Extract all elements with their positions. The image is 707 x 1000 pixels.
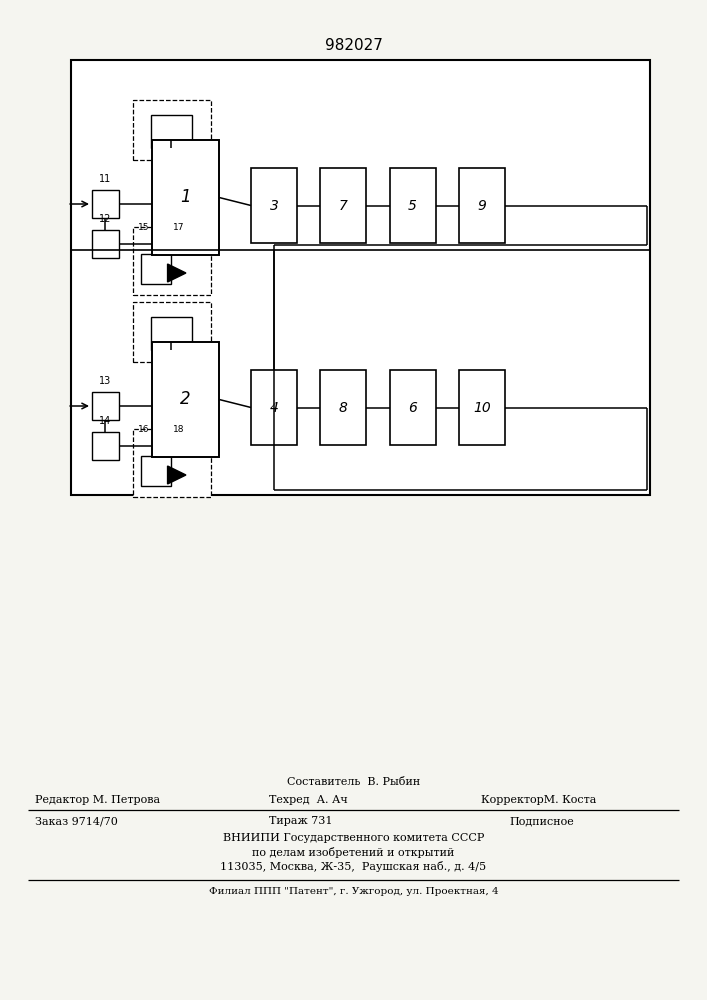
Text: 11: 11 [99, 174, 112, 184]
Text: 12: 12 [99, 214, 112, 224]
FancyBboxPatch shape [251, 370, 297, 445]
Text: по делам изобретений и открытий: по делам изобретений и открытий [252, 846, 455, 857]
FancyBboxPatch shape [320, 370, 366, 445]
Text: КорректорМ. Коста: КорректорМ. Коста [481, 795, 596, 805]
FancyBboxPatch shape [151, 317, 192, 350]
Text: Тираж 731: Тираж 731 [269, 816, 332, 826]
Polygon shape [168, 466, 186, 484]
FancyBboxPatch shape [141, 254, 171, 284]
FancyBboxPatch shape [133, 302, 211, 362]
FancyBboxPatch shape [459, 168, 505, 243]
FancyBboxPatch shape [152, 342, 219, 457]
Text: 7: 7 [339, 198, 348, 213]
Text: ВНИИПИ Государственного комитета СССР: ВНИИПИ Государственного комитета СССР [223, 833, 484, 843]
Text: Подписное: Подписное [509, 816, 574, 826]
FancyBboxPatch shape [92, 190, 119, 218]
FancyBboxPatch shape [390, 370, 436, 445]
FancyBboxPatch shape [92, 392, 119, 420]
Text: 10: 10 [473, 400, 491, 414]
Text: Составитель  В. Рыбин: Составитель В. Рыбин [287, 777, 420, 787]
Text: 18: 18 [173, 425, 185, 434]
FancyBboxPatch shape [92, 432, 119, 460]
Text: Техред  А. Ач: Техред А. Ач [269, 795, 347, 805]
Text: 6: 6 [408, 400, 417, 414]
Text: 1: 1 [180, 188, 191, 207]
Text: 2: 2 [180, 390, 191, 408]
Text: 4: 4 [269, 400, 279, 414]
Text: 113035, Москва, Ж-35,  Раушская наб., д. 4/5: 113035, Москва, Ж-35, Раушская наб., д. … [221, 860, 486, 871]
FancyBboxPatch shape [152, 140, 219, 255]
FancyBboxPatch shape [133, 429, 211, 497]
Text: Филиал ППП "Патент", г. Ужгород, ул. Проектная, 4: Филиал ППП "Патент", г. Ужгород, ул. Про… [209, 888, 498, 896]
FancyBboxPatch shape [92, 230, 119, 258]
FancyBboxPatch shape [133, 227, 211, 295]
Text: Заказ 9714/70: Заказ 9714/70 [35, 816, 118, 826]
Text: 17: 17 [173, 223, 185, 232]
FancyBboxPatch shape [459, 370, 505, 445]
FancyBboxPatch shape [151, 115, 192, 148]
Text: 14: 14 [99, 416, 112, 426]
FancyBboxPatch shape [71, 60, 650, 495]
Text: 9: 9 [477, 198, 486, 213]
Text: 5: 5 [408, 198, 417, 213]
FancyBboxPatch shape [251, 168, 297, 243]
Text: 15: 15 [138, 223, 149, 232]
Text: 8: 8 [339, 400, 348, 414]
Text: Редактор М. Петрова: Редактор М. Петрова [35, 795, 160, 805]
FancyBboxPatch shape [141, 456, 171, 486]
FancyBboxPatch shape [320, 168, 366, 243]
FancyBboxPatch shape [133, 100, 211, 160]
Text: 3: 3 [269, 198, 279, 213]
Text: 16: 16 [138, 425, 149, 434]
Text: 13: 13 [99, 376, 112, 386]
Polygon shape [168, 264, 186, 282]
FancyBboxPatch shape [390, 168, 436, 243]
Text: 982027: 982027 [325, 37, 382, 52]
